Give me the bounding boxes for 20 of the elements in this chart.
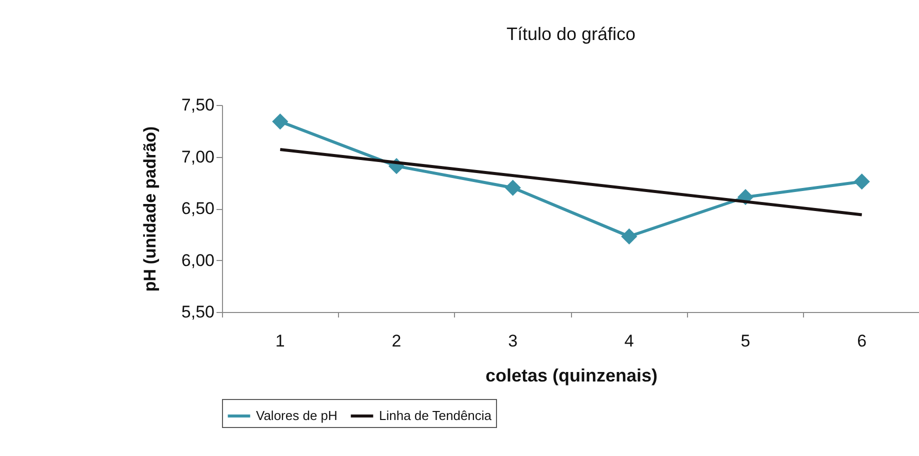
legend-label: Valores de pH: [256, 408, 338, 423]
point: [272, 114, 288, 130]
x-tick-label: 1: [275, 332, 285, 350]
point: [504, 180, 521, 196]
legend-label: Linha de Tendência: [379, 408, 492, 423]
x-tick-label: 6: [857, 332, 867, 350]
y-tick-label: 7,00: [181, 147, 214, 166]
chart-title: Título do gráfico: [506, 24, 636, 44]
x-tick-label: 2: [392, 332, 402, 350]
x-tick-label: 3: [508, 332, 518, 350]
y-tick-label: 5,50: [181, 302, 214, 322]
x-tick-label: 5: [740, 332, 750, 350]
x-axis-title: coletas (quinzenais): [485, 366, 658, 386]
x-tick-label: 4: [624, 332, 634, 350]
y-tick-label: 6,50: [181, 199, 214, 218]
y-tick-label: 7,50: [181, 96, 214, 114]
point: [854, 174, 870, 190]
y-axis-title: pH (unidade padrão): [140, 126, 160, 292]
y-tick-label: 6,00: [181, 250, 214, 270]
point: [621, 228, 638, 245]
